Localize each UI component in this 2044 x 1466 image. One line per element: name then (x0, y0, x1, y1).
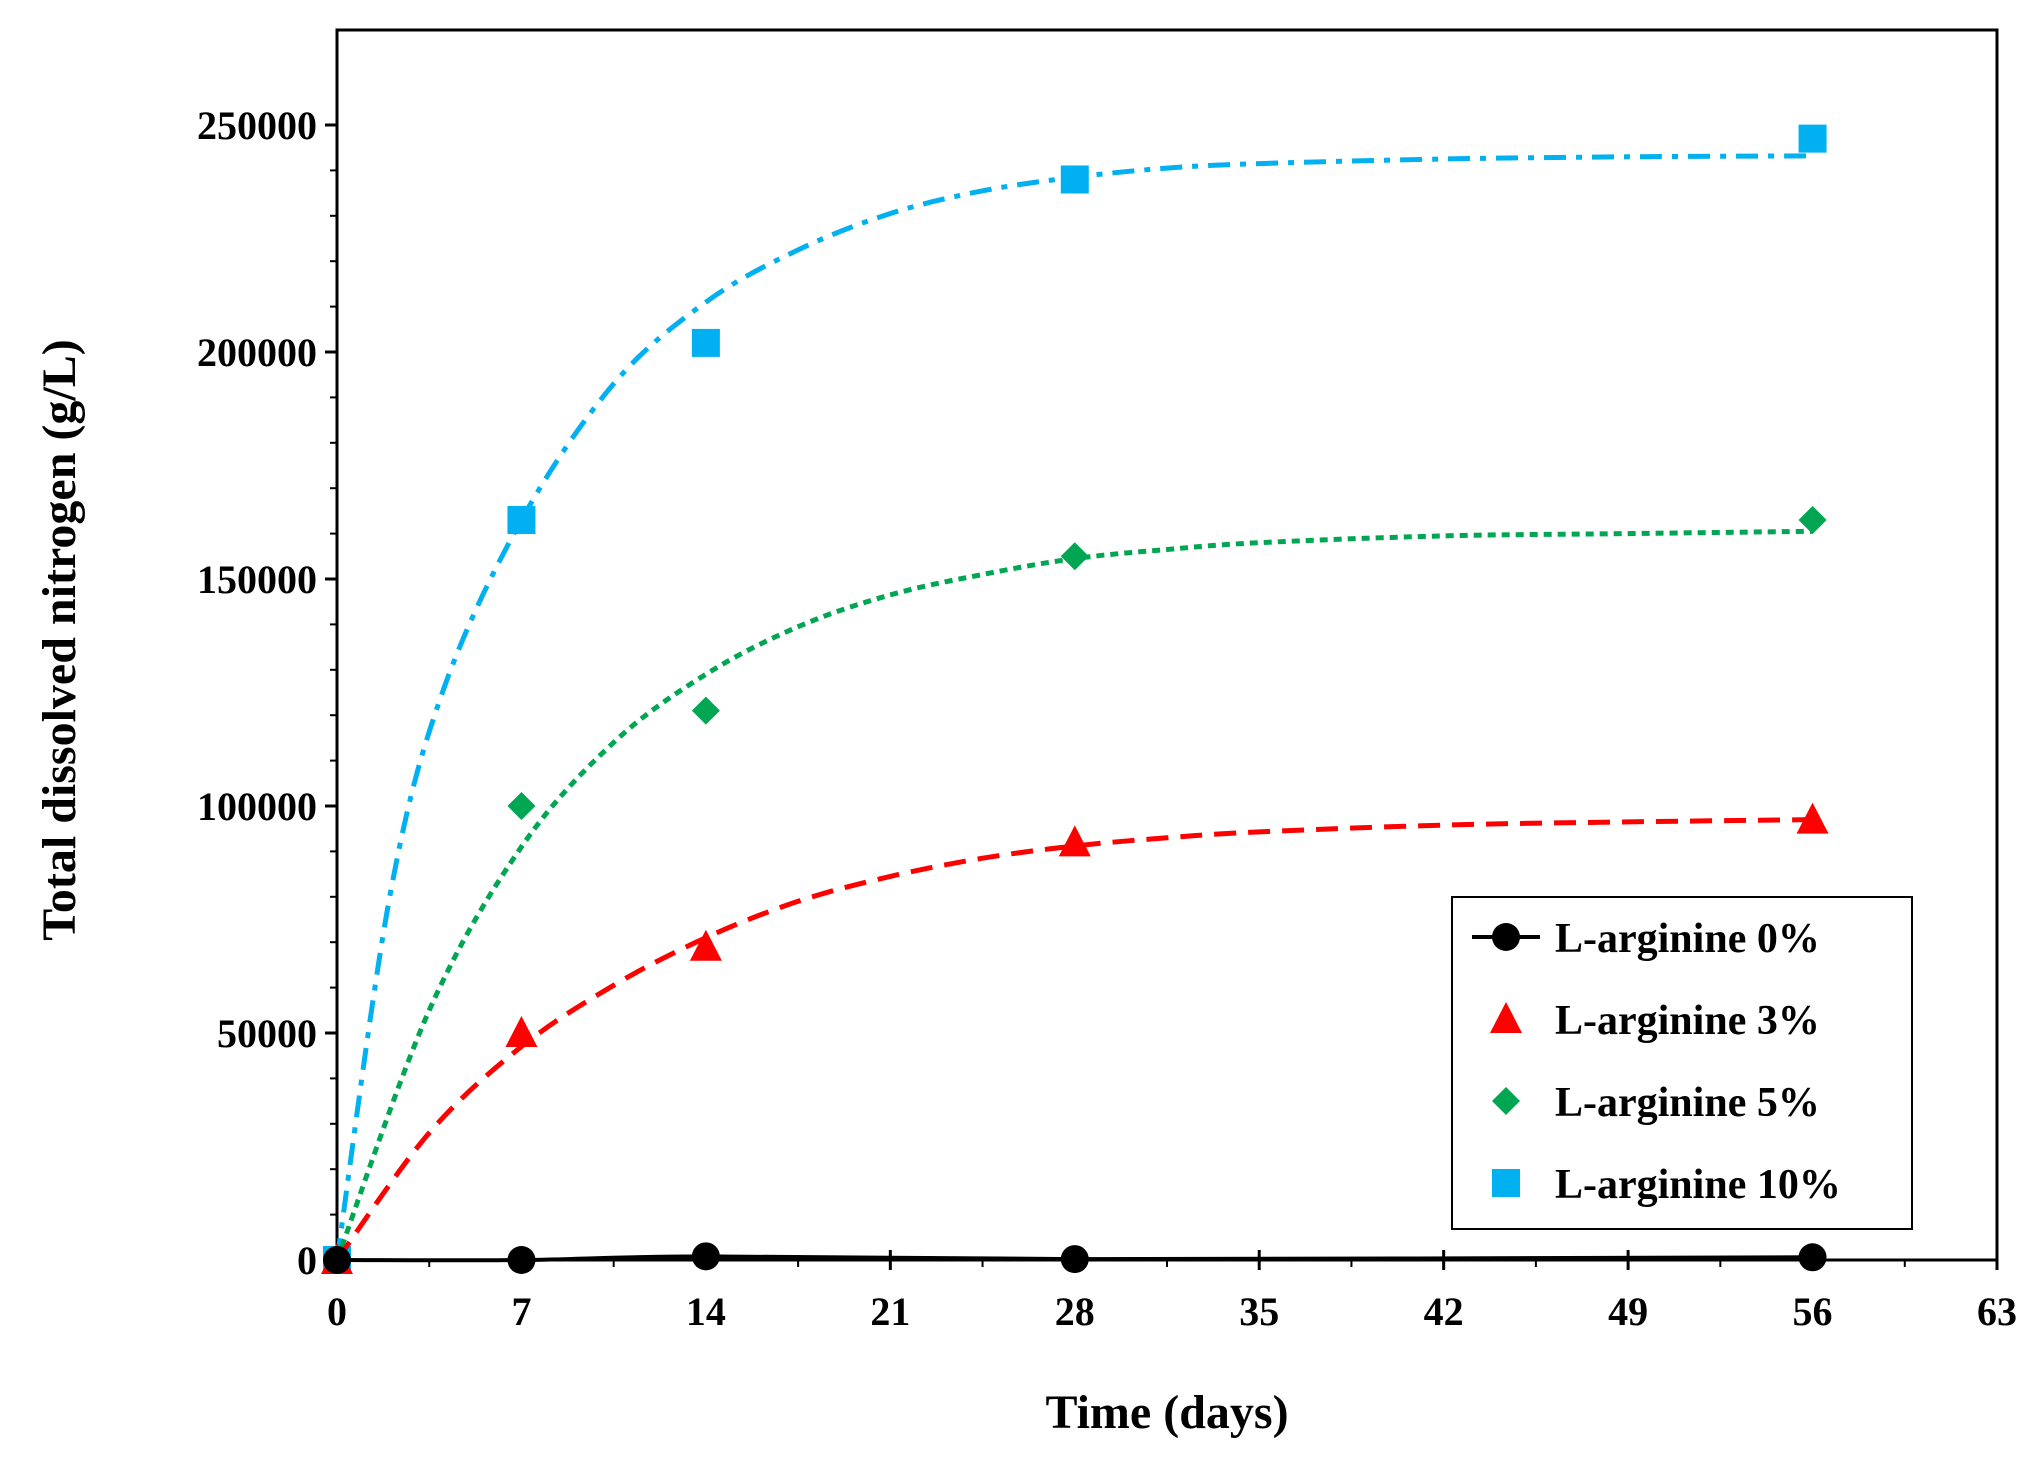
y-tick-label: 250000 (197, 103, 317, 148)
x-tick-label: 42 (1424, 1289, 1464, 1334)
data-point (691, 1242, 720, 1271)
x-tick-label: 49 (1608, 1289, 1648, 1334)
series-0 (323, 1242, 1827, 1274)
x-axis-title: Time (days) (1045, 1386, 1288, 1439)
series-line (334, 528, 1813, 1261)
data-point (505, 1016, 538, 1047)
data-point (1060, 1245, 1089, 1274)
legend: L-arginine 0% L-arginine 3% L-arginine 5% L… (1451, 896, 1913, 1230)
legend-label: L-arginine 0% (1555, 916, 1820, 962)
data-point (691, 696, 720, 725)
y-tick-label: 100000 (197, 784, 317, 829)
legend-marker (1492, 923, 1520, 951)
series-layer (321, 124, 1829, 1274)
data-point (507, 505, 536, 534)
series-line (334, 153, 1813, 1261)
data-point (689, 929, 722, 961)
data-point (1798, 505, 1827, 534)
y-tick-label: 150000 (197, 557, 317, 602)
legend-marker (1492, 1169, 1520, 1197)
data-point (1060, 165, 1089, 194)
series-3 (323, 124, 1827, 1274)
legend-box (1451, 896, 1913, 1230)
legend-label: L-arginine 5% (1555, 1080, 1820, 1126)
legend-marker (1490, 1002, 1522, 1033)
legend-marker (1492, 1087, 1520, 1115)
data-point (507, 792, 536, 820)
data-point (507, 1246, 536, 1274)
y-axis-title: Total dissolved nitrogen (g/L) (33, 339, 86, 940)
x-tick-label: 35 (1239, 1289, 1279, 1334)
data-point (1798, 1243, 1827, 1272)
x-tick-label: 7 (511, 1289, 531, 1334)
x-tick-label: 14 (686, 1289, 726, 1334)
y-tick-label: 0 (297, 1238, 317, 1283)
data-point (1798, 124, 1827, 153)
x-tick-label: 0 (327, 1289, 347, 1334)
data-point (1058, 825, 1091, 857)
x-tick-label: 63 (1977, 1289, 2017, 1334)
y-tick-label: 50000 (217, 1011, 317, 1056)
legend-label: L-arginine 10% (1555, 1162, 1841, 1208)
data-point (691, 328, 720, 357)
y-tick-label: 200000 (197, 330, 317, 375)
legend-label: L-arginine 3% (1555, 998, 1820, 1044)
data-point (323, 1246, 351, 1274)
y-axis: 0 50000 100000 150000 200000 250000 (197, 103, 337, 1283)
x-tick-label: 28 (1055, 1289, 1095, 1334)
x-tick-label: 21 (870, 1289, 910, 1334)
data-point (1796, 802, 1829, 834)
data-point (1060, 542, 1089, 571)
x-tick-label: 56 (1793, 1289, 1833, 1334)
